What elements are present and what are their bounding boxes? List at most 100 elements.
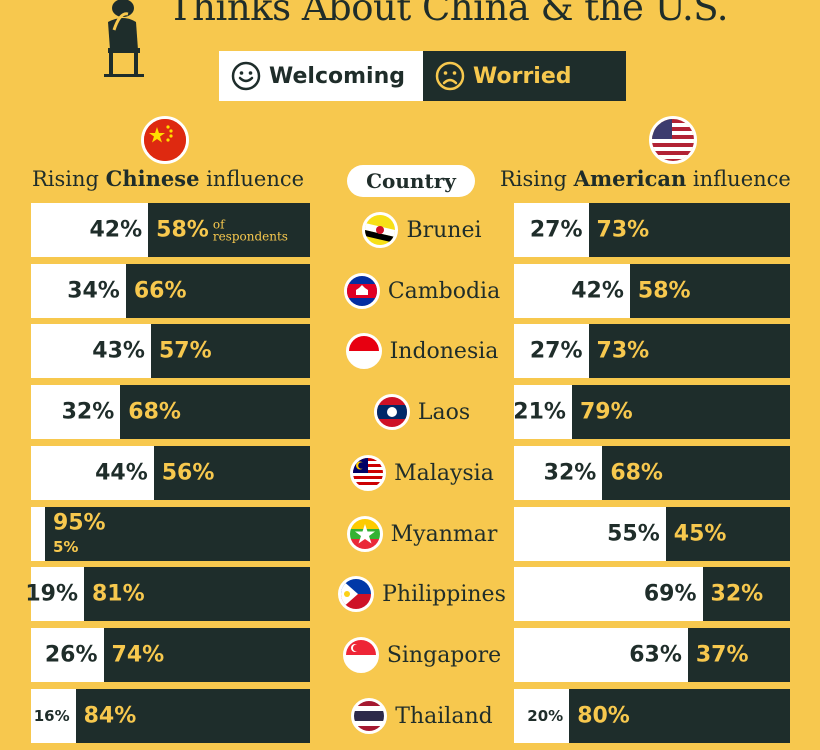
worried-value-label: 68%: [610, 460, 663, 486]
country-name: Myanmar: [390, 521, 498, 547]
thailand-flag-icon: [351, 698, 388, 734]
country-label-myanmar: Myanmar: [324, 507, 520, 561]
worried-bar: 37%: [687, 628, 790, 682]
welcoming-bar: 42%: [31, 203, 149, 257]
legend-welcoming: Welcoming: [219, 51, 423, 101]
chart-title: Thinks About China & the U.S.: [168, 0, 729, 29]
welcoming-bar: 55%: [514, 507, 666, 561]
welcoming-bar: 63%: [514, 628, 688, 682]
worried-bar: 80%: [569, 689, 790, 743]
respondents-note-line2: respondents: [212, 229, 288, 244]
welcoming-value-label: 19%: [25, 581, 78, 607]
worried-bar: 32%: [702, 567, 790, 621]
china-header-suffix: influence: [199, 167, 305, 191]
worried-value-label: 66%: [133, 278, 187, 304]
country-name: Singapore: [386, 642, 502, 668]
cn-bar-thailand: 16% 84%: [31, 689, 310, 743]
brunei-flag-icon: [362, 212, 399, 248]
welcoming-bar: 27%: [514, 324, 589, 378]
us-header-prefix: Rising: [500, 167, 574, 191]
cn-bar-indonesia: 43% 57%: [31, 324, 310, 378]
welcoming-value-label: 21%: [513, 399, 566, 425]
worried-value-label: 37%: [695, 642, 749, 668]
country-label-philippines: Philippines: [324, 567, 520, 621]
respondents-note-line1: of: [212, 217, 225, 232]
legend-worried: Worried: [423, 51, 626, 101]
welcoming-value-label: 5%: [52, 538, 79, 556]
country-name: Laos: [417, 399, 471, 425]
country-name: Indonesia: [389, 338, 499, 364]
worried-value-label: 95%: [52, 510, 106, 536]
welcoming-value-label: 42%: [571, 278, 624, 304]
welcoming-bar: 16%: [31, 689, 76, 743]
welcoming-bar: 21%: [513, 385, 572, 439]
us-bar-brunei: 27% 73%: [514, 203, 790, 257]
worried-bar: 73%: [588, 324, 790, 378]
legend-welcoming-label: Welcoming: [269, 63, 405, 89]
worried-value-label: 80%: [577, 703, 630, 729]
welcoming-value-label: 32%: [61, 399, 115, 425]
sad-face-icon: [435, 61, 465, 91]
us-bar-malaysia: 32% 68%: [514, 446, 790, 500]
worried-bar: 84%: [75, 689, 310, 743]
us-bar-indonesia: 27% 73%: [514, 324, 790, 378]
welcoming-value-label: 63%: [629, 642, 682, 668]
welcoming-bar: 32%: [514, 446, 603, 500]
country-label-cambodia: Cambodia: [324, 264, 520, 318]
worried-value-label: 84%: [83, 703, 137, 729]
myanmar-flag-icon: [346, 516, 383, 552]
worried-value-label: 57%: [158, 338, 212, 364]
welcoming-value-label: 44%: [95, 460, 148, 486]
china-column-header: Rising Chinese influence: [32, 166, 304, 191]
worried-bar: 56%: [153, 446, 310, 500]
worried-bar: 68%: [120, 385, 310, 439]
china-flag-icon: [141, 116, 189, 164]
worried-bar: 58%: [629, 264, 790, 318]
worried-value-label: 58% of respondents: [156, 217, 288, 244]
welcoming-value-label: 34%: [67, 278, 120, 304]
worried-value-label: 81%: [92, 581, 145, 607]
welcoming-value-label: 27%: [529, 338, 583, 364]
welcoming-value-label: 55%: [607, 521, 660, 547]
worried-value-label: 68%: [128, 399, 181, 425]
worried-bar: 81%: [84, 567, 310, 621]
welcoming-bar: [31, 507, 45, 561]
welcoming-bar: 69%: [514, 567, 703, 621]
us-bar-singapore: 63% 37%: [514, 628, 790, 682]
country-label-laos: Laos: [324, 385, 520, 439]
worried-bar: 57%: [150, 324, 310, 378]
cn-bar-philippines: 19% 81%: [25, 567, 310, 621]
welcoming-value-label: 69%: [643, 581, 697, 607]
welcoming-bar: 20%: [514, 689, 570, 743]
cn-bar-laos: 32% 68%: [31, 385, 310, 439]
us-bar-philippines: 69% 32%: [514, 567, 790, 621]
cambodia-flag-icon: [343, 273, 380, 309]
respondents-note: of respondents: [213, 219, 288, 243]
country-name: Malaysia: [394, 460, 494, 486]
worried-bar: 74%: [103, 628, 310, 682]
cn-bar-cambodia: 34% 66%: [31, 264, 310, 318]
philippines-flag-icon: [338, 576, 375, 612]
malaysia-flag-icon: [350, 455, 387, 491]
worried-bar: 66%: [125, 264, 310, 318]
us-bar-thailand: 20% 80%: [514, 689, 790, 743]
welcoming-value-label: 26%: [44, 642, 98, 668]
thinking-person-icon: [104, 0, 144, 77]
country-name: Philippines: [382, 581, 506, 607]
china-header-prefix: Rising: [32, 167, 106, 191]
worried-value-label: 73%: [596, 338, 650, 364]
country-name: Brunei: [406, 217, 482, 243]
welcoming-bar: 19%: [25, 567, 84, 621]
worried-bar: 58% of respondents: [148, 203, 310, 257]
china-header-bold: Chinese: [105, 166, 200, 191]
worried-value-label: 45%: [673, 521, 727, 547]
welcoming-value-label: 27%: [529, 217, 583, 243]
us-header-suffix: influence: [686, 167, 791, 191]
welcoming-bar: 44%: [31, 446, 154, 500]
cn-bar-singapore: 26% 74%: [31, 628, 310, 682]
country-label-singapore: Singapore: [324, 628, 520, 682]
us-header-bold: American: [573, 166, 687, 191]
worried-bar: 73%: [588, 203, 790, 257]
worried-bar: 79%: [571, 385, 790, 439]
cn-bar-myanmar: 95% 5%: [31, 507, 310, 561]
